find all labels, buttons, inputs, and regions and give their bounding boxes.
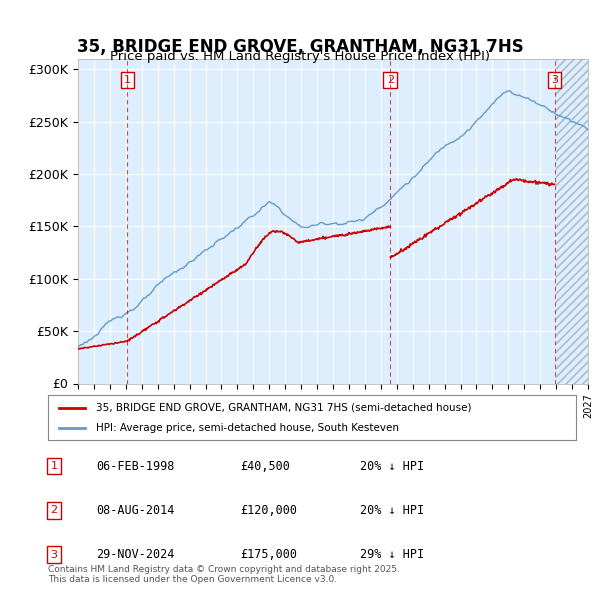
Text: £40,500: £40,500 (240, 460, 290, 473)
Text: £175,000: £175,000 (240, 548, 297, 561)
Text: 29% ↓ HPI: 29% ↓ HPI (360, 548, 424, 561)
Text: 08-AUG-2014: 08-AUG-2014 (96, 504, 175, 517)
Polygon shape (556, 59, 588, 384)
Text: 20% ↓ HPI: 20% ↓ HPI (360, 460, 424, 473)
Text: 1: 1 (124, 75, 131, 85)
Text: HPI: Average price, semi-detached house, South Kesteven: HPI: Average price, semi-detached house,… (95, 424, 398, 434)
Text: 1: 1 (50, 461, 58, 471)
Text: 3: 3 (551, 75, 558, 85)
Text: 3: 3 (50, 550, 58, 559)
Text: 2: 2 (50, 506, 58, 515)
Text: 35, BRIDGE END GROVE, GRANTHAM, NG31 7HS: 35, BRIDGE END GROVE, GRANTHAM, NG31 7HS (77, 38, 523, 57)
Text: 20% ↓ HPI: 20% ↓ HPI (360, 504, 424, 517)
Text: 29-NOV-2024: 29-NOV-2024 (96, 548, 175, 561)
Text: £120,000: £120,000 (240, 504, 297, 517)
Text: Price paid vs. HM Land Registry's House Price Index (HPI): Price paid vs. HM Land Registry's House … (110, 50, 490, 63)
Text: 2: 2 (387, 75, 394, 85)
Text: Contains HM Land Registry data © Crown copyright and database right 2025.
This d: Contains HM Land Registry data © Crown c… (48, 565, 400, 584)
Text: 35, BRIDGE END GROVE, GRANTHAM, NG31 7HS (semi-detached house): 35, BRIDGE END GROVE, GRANTHAM, NG31 7HS… (95, 403, 471, 412)
Text: 06-FEB-1998: 06-FEB-1998 (96, 460, 175, 473)
